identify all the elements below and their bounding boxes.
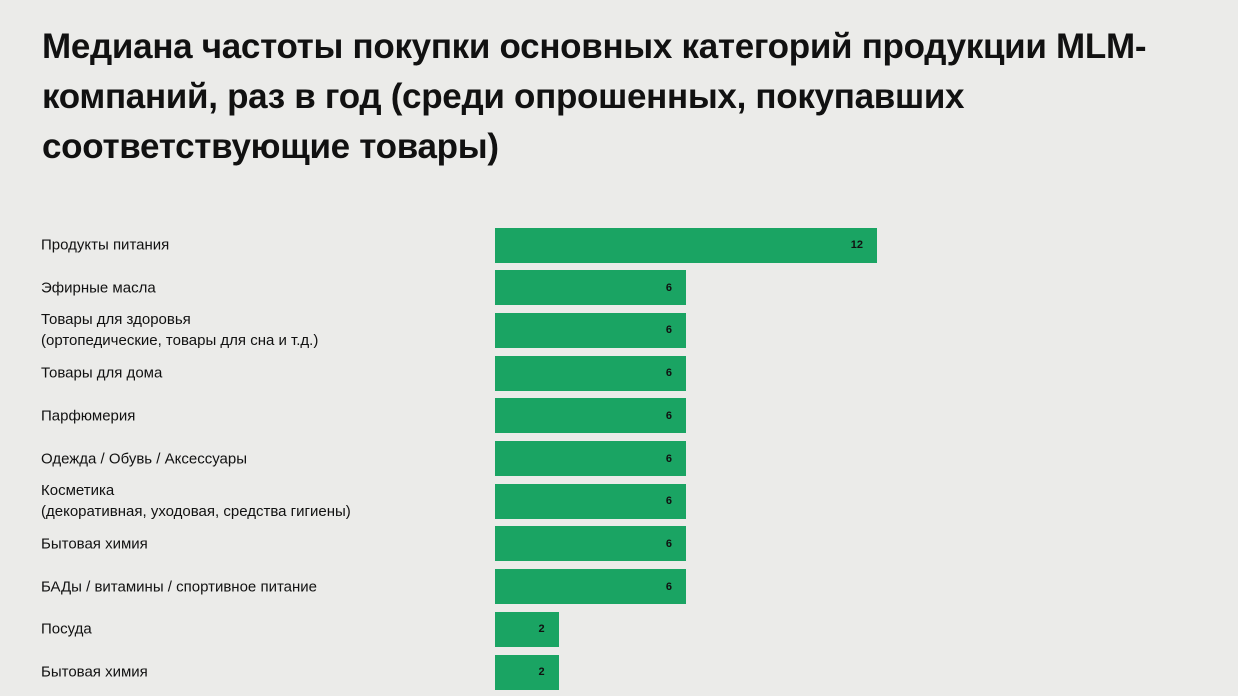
bar bbox=[495, 611, 559, 647]
value-label: 6 bbox=[665, 495, 672, 508]
bar bbox=[495, 526, 686, 562]
value-label: 6 bbox=[665, 580, 672, 593]
category-label: Косметика (декоративная, уходовая, средс… bbox=[41, 482, 351, 521]
value-label: 12 bbox=[850, 239, 863, 251]
bar bbox=[495, 398, 686, 434]
value-label: 2 bbox=[538, 666, 545, 678]
value-label: 2 bbox=[538, 623, 545, 636]
value-label: 6 bbox=[665, 367, 672, 380]
category-label: Товары для дома bbox=[41, 364, 163, 382]
category-label: Одежда / Обувь / Аксессуары bbox=[41, 450, 247, 467]
category-label: Товары для здоровья (ортопедические, тов… bbox=[41, 311, 319, 350]
bar bbox=[495, 270, 686, 306]
value-label: 6 bbox=[665, 324, 672, 337]
bar bbox=[495, 569, 686, 605]
bar bbox=[495, 441, 686, 476]
category-label: Продукты питания bbox=[41, 236, 170, 254]
value-label: 6 bbox=[665, 409, 672, 422]
category-label: Бытовая химия bbox=[41, 663, 148, 681]
category-label: Эфирные масла bbox=[41, 279, 156, 297]
value-label: 6 bbox=[665, 452, 672, 465]
value-label: 6 bbox=[665, 281, 672, 294]
bar bbox=[495, 654, 559, 690]
category-label: Парфюмерия bbox=[41, 407, 136, 425]
bar bbox=[495, 227, 877, 263]
chart-title: Медиана частоты покупки основных категор… bbox=[42, 27, 1147, 166]
bar bbox=[495, 355, 686, 391]
category-label: БАДы / витамины / спортивное питание bbox=[41, 578, 317, 596]
bar bbox=[495, 312, 686, 348]
value-label: 6 bbox=[665, 537, 672, 550]
category-label: Посуда bbox=[41, 620, 92, 638]
bar bbox=[495, 483, 686, 519]
category-label: Бытовая химия bbox=[41, 535, 148, 553]
